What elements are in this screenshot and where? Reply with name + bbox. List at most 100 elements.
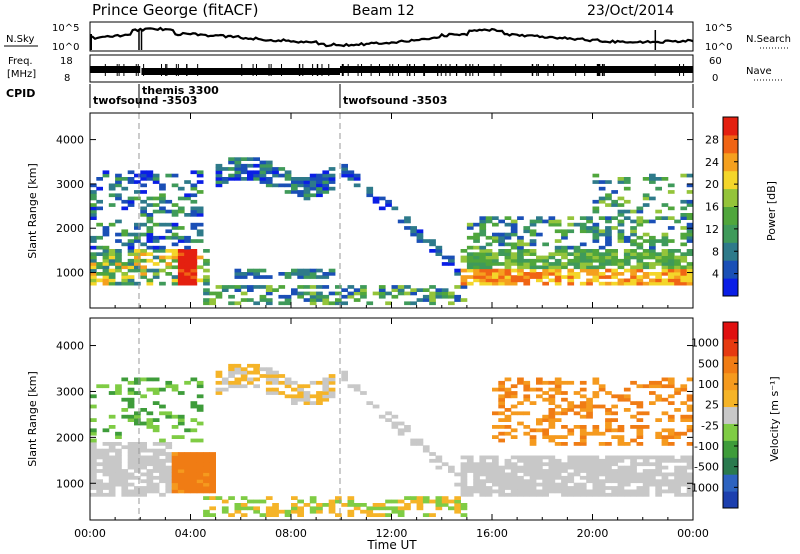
- heatmap-cell: [184, 482, 191, 487]
- heatmap-cell: [598, 232, 606, 237]
- heatmap-cell: [171, 275, 179, 279]
- heatmap-cell: [416, 239, 424, 243]
- heatmap-cell: [265, 377, 273, 382]
- heatmap-cell: [529, 242, 537, 247]
- heatmap-cell: [492, 455, 499, 460]
- heatmap-cell: [686, 249, 694, 253]
- heatmap-cell: [592, 492, 600, 497]
- heatmap-cell: [536, 489, 543, 494]
- heatmap-cell: [90, 442, 97, 446]
- heatmap-cell: [567, 462, 575, 467]
- heatmap-cell: [127, 442, 135, 446]
- heatmap-cell: [680, 268, 688, 273]
- heatmap-cell: [353, 384, 361, 389]
- heatmap-cell: [548, 486, 556, 490]
- heatmap-cell: [642, 489, 650, 494]
- heatmap-cell: [642, 249, 650, 253]
- heatmap-cell: [404, 219, 411, 224]
- heatmap-cell: [529, 462, 537, 467]
- colorbar-tick-label: 1000: [691, 337, 719, 350]
- heatmap-cell: [328, 180, 336, 184]
- heatmap-cell: [146, 170, 154, 175]
- heatmap-cell: [152, 203, 160, 207]
- heatmap-cell: [265, 509, 273, 514]
- heatmap-cell: [498, 482, 505, 487]
- heatmap-cell: [234, 157, 242, 161]
- heatmap-cell: [579, 229, 587, 234]
- heatmap-cell: [215, 177, 223, 181]
- heatmap-cell: [127, 265, 135, 270]
- heatmap-cell: [642, 177, 650, 181]
- heatmap-cell: [184, 458, 191, 463]
- heatmap-cell: [385, 291, 392, 296]
- heatmap-cell: [542, 482, 549, 487]
- heatmap-cell: [134, 465, 141, 470]
- heatmap-cell: [127, 199, 135, 204]
- heatmap-cell: [485, 489, 493, 494]
- heatmap-cell: [510, 232, 518, 237]
- heatmap-cell: [152, 448, 160, 453]
- y-tick-label: 2000: [56, 431, 84, 444]
- heatmap-cell: [567, 428, 575, 433]
- heatmap-cell: [184, 235, 191, 240]
- heatmap-cell: [322, 190, 330, 194]
- heatmap-cell: [680, 275, 688, 279]
- heatmap-cell: [605, 469, 612, 473]
- heatmap-cell: [190, 428, 198, 433]
- heatmap-cell: [517, 489, 524, 494]
- heatmap-cell: [498, 425, 505, 429]
- heatmap-cell: [316, 506, 323, 511]
- heatmap-cell: [184, 239, 191, 243]
- heatmap-cell: [473, 275, 480, 279]
- heatmap-cell: [510, 492, 518, 497]
- heatmap-cell: [378, 503, 386, 507]
- colorbar-swatch: [723, 206, 738, 225]
- heatmap-cell: [328, 272, 336, 276]
- heatmap-cell: [309, 509, 317, 514]
- heatmap-cell: [328, 177, 336, 181]
- heatmap-cell: [554, 219, 562, 224]
- heatmap-cell: [96, 469, 103, 473]
- beam-title: Beam 12: [352, 3, 415, 19]
- heatmap-cell: [492, 275, 499, 279]
- heatmap-cell: [611, 272, 618, 276]
- heatmap-cell: [504, 486, 512, 490]
- heatmap-cell: [297, 394, 304, 399]
- heatmap-cell: [272, 377, 279, 382]
- heatmap-cell: [586, 219, 593, 224]
- heatmap-cell: [611, 281, 618, 286]
- heatmap-cell: [127, 249, 135, 253]
- heatmap-cell: [536, 418, 543, 422]
- heatmap-cell: [171, 414, 179, 419]
- heatmap-cell: [529, 222, 537, 227]
- heatmap-cell: [661, 265, 669, 270]
- heatmap-cell: [649, 472, 656, 477]
- heatmap-cell: [460, 489, 468, 494]
- heatmap-cell: [667, 255, 675, 260]
- heatmap-cell: [542, 265, 549, 270]
- heatmap-cell: [623, 278, 631, 283]
- heatmap-cell: [429, 285, 436, 289]
- heatmap-cell: [542, 397, 549, 402]
- heatmap-cell: [221, 177, 229, 181]
- heatmap-cell: [573, 404, 581, 409]
- heatmap-cell: [636, 255, 644, 260]
- heatmap-cell: [165, 222, 173, 227]
- heatmap-cell: [435, 294, 443, 299]
- heatmap-cell: [554, 482, 562, 487]
- heatmap-cell: [592, 391, 600, 395]
- heatmap-cell: [228, 173, 235, 178]
- heatmap-cell: [347, 177, 355, 181]
- heatmap-cell: [460, 278, 468, 283]
- heatmap-cell: [385, 199, 392, 204]
- heatmap-cell: [460, 465, 468, 470]
- heatmap-cell: [341, 370, 348, 375]
- heatmap-cell: [529, 492, 537, 497]
- heatmap-cell: [247, 268, 254, 273]
- heatmap-cell: [341, 503, 348, 507]
- heatmap-cell: [215, 167, 223, 171]
- heatmap-cell: [140, 177, 147, 181]
- heatmap-cell: [228, 285, 235, 289]
- heatmap-cell: [209, 513, 216, 517]
- heatmap-cell: [410, 496, 417, 500]
